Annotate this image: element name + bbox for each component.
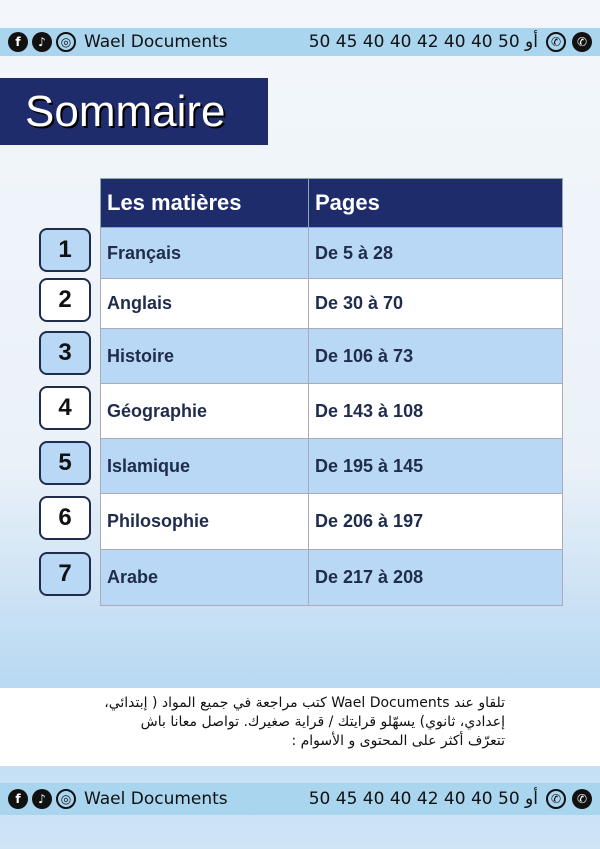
phone-numbers: 50 45 40 40 أو 50 40 40 42 (308, 789, 538, 809)
whatsapp-icon[interactable]: ✆ (546, 32, 566, 52)
row-number-badge: 2 (39, 278, 91, 322)
pages-cell: De 106 à 73 (308, 328, 563, 384)
header-subjects: Les matières (100, 178, 309, 228)
subject-cell: Géographie (100, 383, 309, 439)
pages-cell: De 206 à 197 (308, 493, 563, 550)
row-number-badge: 6 (39, 496, 91, 540)
tiktok-icon[interactable]: ♪ (32, 789, 52, 809)
contents-table: Les matières Pages Français De 5 à 28 Angla… (100, 178, 563, 606)
tiktok-icon[interactable]: ♪ (32, 32, 52, 52)
pages-cell: De 30 à 70 (308, 278, 563, 329)
subject-cell: Français (100, 227, 309, 279)
whatsapp-icon[interactable]: ✆ (546, 789, 566, 809)
brand-name: Wael Documents (84, 32, 228, 52)
header-pages: Pages (308, 178, 563, 228)
table-row: Français De 5 à 28 (100, 227, 563, 279)
table-row: Histoire De 106 à 73 (100, 328, 563, 384)
row-number-badge: 7 (39, 552, 91, 596)
subject-cell: Anglais (100, 278, 309, 329)
pages-cell: De 143 à 108 (308, 383, 563, 439)
subject-cell: Arabe (100, 549, 309, 606)
row-number-badge: 4 (39, 385, 91, 430)
subject-cell: Philosophie (100, 493, 309, 550)
pages-cell: De 5 à 28 (308, 227, 563, 279)
table-row: Arabe De 217 à 208 (100, 549, 563, 606)
brand-name: Wael Documents (84, 789, 228, 809)
row-number-badge: 5 (39, 440, 91, 485)
pages-cell: De 217 à 208 (308, 549, 563, 606)
facebook-icon[interactable]: f (8, 32, 28, 52)
facebook-icon[interactable]: f (8, 789, 28, 809)
subject-cell: Islamique (100, 438, 309, 494)
pages-cell: De 195 à 145 (308, 438, 563, 494)
table-row: Islamique De 195 à 145 (100, 438, 563, 494)
note-text: تلقاو عند Wael Documents كتب مراجعة في ج… (104, 695, 505, 749)
subject-cell: Histoire (100, 328, 309, 384)
footer-contact-bar: f ♪ ◎ Wael Documents 50 45 40 40 أو 50 40 … (0, 783, 600, 815)
phone-icon[interactable]: ✆ (572, 789, 592, 809)
table-row: Géographie De 143 à 108 (100, 383, 563, 439)
header-contact-bar: f ♪ ◎ Wael Documents 50 45 40 40 أو 50 40 … (0, 28, 600, 56)
instagram-icon[interactable]: ◎ (56, 32, 76, 52)
table-row: Philosophie De 206 à 197 (100, 493, 563, 550)
info-note: تلقاو عند Wael Documents كتب مراجعة في ج… (0, 688, 600, 766)
phone-numbers: 50 45 40 40 أو 50 40 40 42 (308, 32, 538, 52)
row-number-badge: 1 (39, 227, 91, 272)
phone-icon[interactable]: ✆ (572, 32, 592, 52)
page-title: Sommaire (0, 78, 268, 145)
table-row: Anglais De 30 à 70 (100, 278, 563, 329)
instagram-icon[interactable]: ◎ (56, 789, 76, 809)
row-number-badge: 3 (39, 330, 91, 375)
